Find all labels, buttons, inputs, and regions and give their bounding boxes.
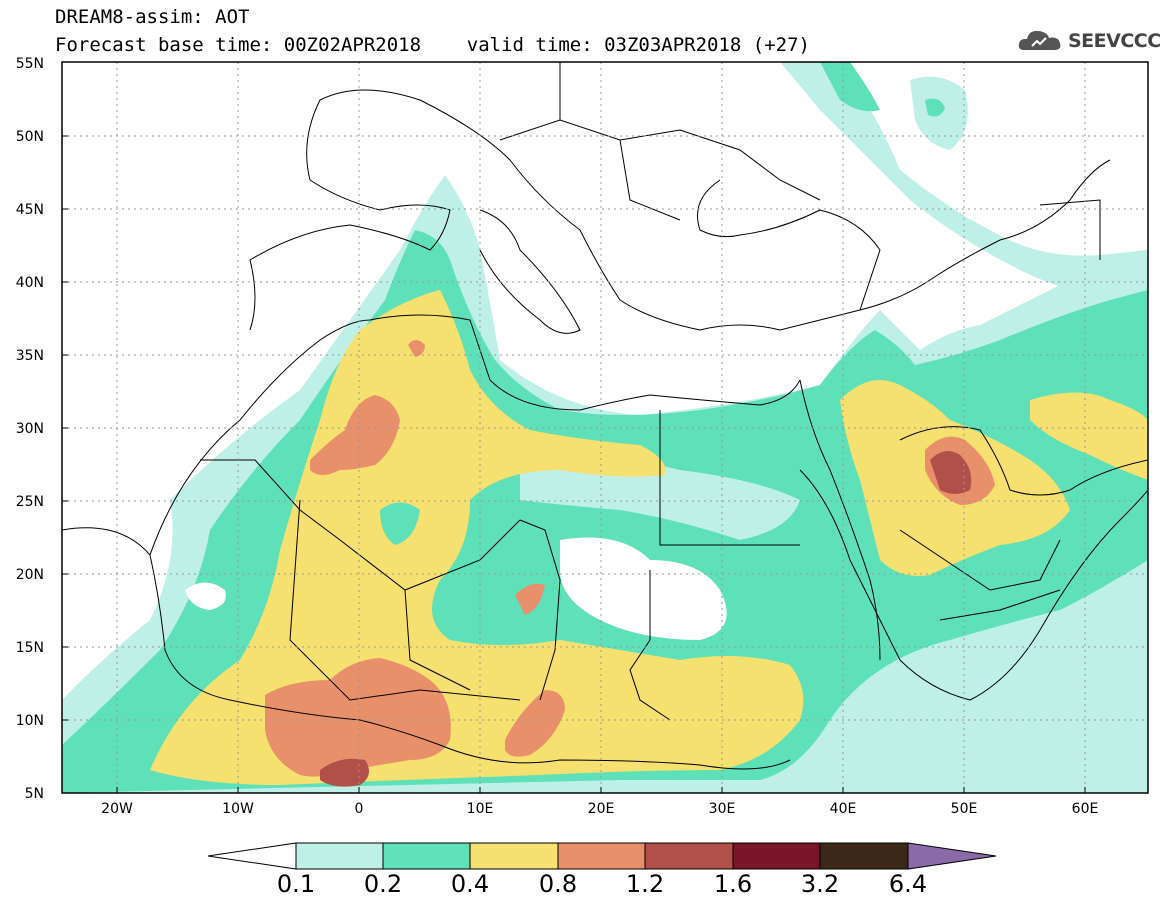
lon-label: 50E (951, 801, 978, 817)
colorbar-label: 0.8 (538, 870, 578, 898)
lat-label: 25N (16, 494, 44, 510)
aot-band-0.8 (310, 395, 400, 475)
aot-band-1.2 (930, 451, 972, 494)
longitude-labels: 20W 10W 0 10E 20E 30E 40E 50E 60E (101, 801, 1098, 817)
aot-map: 55N 50N 45N 40N 35N 30N 25N 20N 15N 10N … (16, 56, 1149, 817)
colorbar-segment (732, 842, 821, 870)
colorbar-segment (819, 842, 909, 870)
lon-label: 20E (588, 801, 615, 817)
seevccc-logo: SEEVCCC (1018, 26, 1161, 56)
map-title: DREAM8-assim: AOT (55, 6, 250, 28)
colorbar-segment (557, 842, 646, 870)
colorbar-segment (295, 842, 384, 870)
lat-label: 15N (16, 640, 44, 656)
lon-label: 0 (355, 801, 364, 817)
lat-label: 5N (25, 786, 44, 802)
lon-label: 40E (830, 801, 857, 817)
colorbar-segment (644, 842, 734, 870)
lat-label: 10N (16, 713, 44, 729)
colorbar-label: 1.6 (713, 870, 753, 898)
colorbar-label: 0.2 (363, 870, 403, 898)
lon-label: 10E (467, 801, 494, 817)
coastlines (62, 62, 1148, 770)
lat-label: 20N (16, 567, 44, 583)
colorbar-label: 6.4 (888, 870, 928, 898)
graticule (62, 62, 1148, 793)
lon-label: 30E (709, 801, 736, 817)
lat-label: 40N (16, 275, 44, 291)
colorbar-label: 1.2 (625, 870, 665, 898)
aot-band-0.4 (150, 290, 804, 785)
colorbar-segment (469, 842, 559, 870)
lat-label: 45N (16, 202, 44, 218)
colorbar-label: 0.1 (276, 870, 316, 898)
latitude-labels: 55N 50N 45N 40N 35N 30N 25N 20N 15N 10N … (16, 56, 44, 802)
colorbar-label: 0.4 (450, 870, 490, 898)
logo-text: SEEVCCC (1068, 30, 1161, 52)
colorbar-below-triangle (207, 842, 297, 870)
cloud-icon (1018, 30, 1061, 50)
lon-label: 10W (222, 801, 254, 817)
lat-label: 30N (16, 421, 44, 437)
lon-label: 20W (101, 801, 133, 817)
colorbar-segment (382, 842, 471, 870)
lat-label: 50N (16, 129, 44, 145)
colorbar-label: 3.2 (800, 870, 840, 898)
lat-label: 55N (16, 56, 44, 72)
forecast-times: Forecast base time: 00Z02APR2018 valid t… (55, 34, 810, 56)
lon-label: 60E (1072, 801, 1099, 817)
lat-label: 35N (16, 348, 44, 364)
colorbar-above-triangle (907, 842, 997, 870)
aot-field (62, 62, 1148, 793)
